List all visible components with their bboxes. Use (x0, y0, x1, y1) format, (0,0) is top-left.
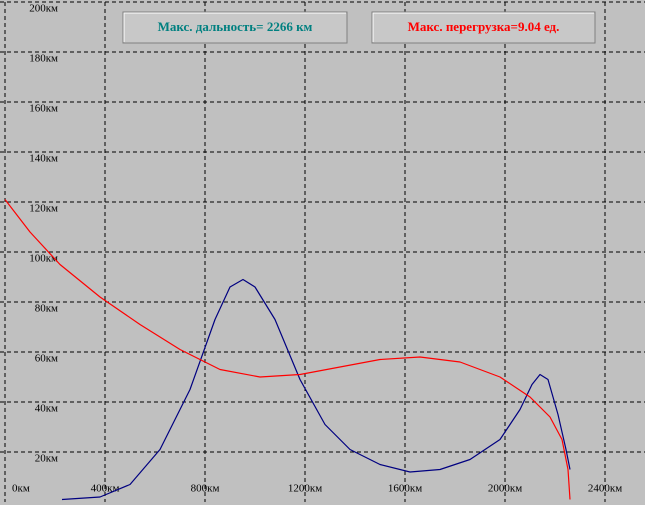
info-box-highlight (123, 12, 346, 42)
y-tick-label: 80км (35, 303, 58, 315)
info-box-highlight (372, 12, 594, 42)
y-tick-label: 200км (29, 3, 58, 15)
info-box (122, 11, 348, 44)
y-tick-label: 20км (35, 453, 58, 465)
x-tick-label: 0км (12, 483, 30, 495)
y-tick-label: 40км (35, 403, 58, 415)
y-tick-label: 160км (29, 103, 58, 115)
y-tick-label: 180км (29, 53, 58, 65)
info-text: Макс. перегрузка=9.04 ед. (408, 19, 560, 34)
info-box (371, 11, 596, 44)
x-tick-label: 1200км (288, 483, 322, 495)
y-tick-label: 60км (35, 353, 58, 365)
y-tick-label: 140км (29, 153, 58, 165)
x-tick-label: 2400км (588, 483, 622, 495)
y-tick-label: 120км (29, 203, 58, 215)
x-tick-label: 1600км (388, 483, 422, 495)
x-tick-label: 800км (191, 483, 220, 495)
series-line (4, 199, 571, 500)
y-tick-label: 100км (29, 253, 58, 265)
x-tick-label: 400км (91, 483, 120, 495)
info-text: Макс. дальность= 2266 км (158, 19, 313, 34)
series-line (61, 278, 571, 501)
x-tick-label: 2000км (488, 483, 522, 495)
